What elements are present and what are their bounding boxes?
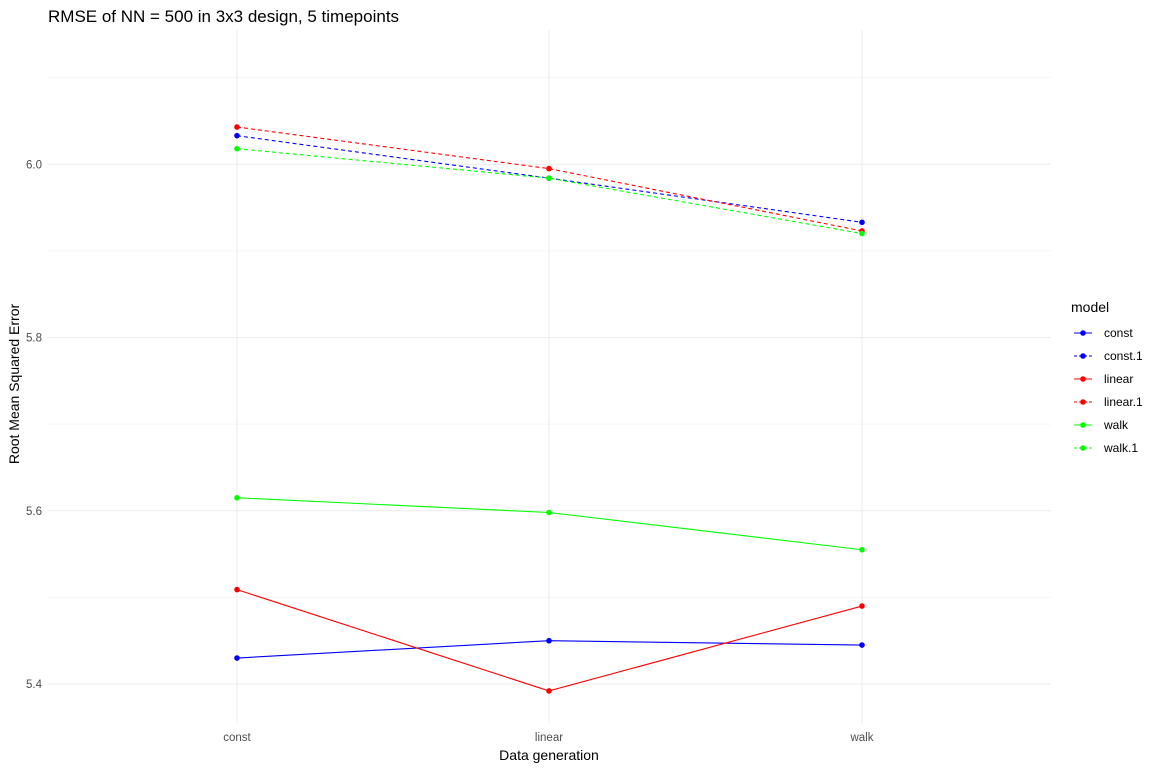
data-point <box>234 145 240 152</box>
series-walk-1 <box>234 145 865 237</box>
legend-label: walk <box>1103 418 1129 432</box>
legend-label: const <box>1104 326 1133 340</box>
data-point <box>234 494 240 501</box>
data-point <box>859 642 865 648</box>
series-linear <box>234 586 865 694</box>
legend-label: linear <box>1104 372 1133 386</box>
data-point <box>546 688 552 694</box>
series-line-linear-1 <box>236 126 863 232</box>
chart-title: RMSE of NN = 500 in 3x3 design, 5 timepo… <box>48 7 399 26</box>
legend: model const const.1 linear linear.1 walk walk… <box>1071 299 1143 455</box>
x-tick-label: linear <box>535 732 563 744</box>
legend-item-walk-1: walk.1 <box>1074 441 1138 455</box>
legend-label: linear.1 <box>1104 395 1143 409</box>
legend-label: const.1 <box>1104 349 1143 363</box>
axes: 5.4 5.6 5.8 6.0 const linear walk <box>26 159 874 744</box>
legend-item-linear: linear <box>1074 372 1133 386</box>
grid <box>48 30 1051 723</box>
legend-item-const-1: const.1 <box>1074 349 1143 363</box>
data-point <box>234 132 240 139</box>
y-axis-title: Root Mean Squared Error <box>6 304 22 465</box>
legend-key-point <box>1080 376 1086 382</box>
series-line-walk-1 <box>236 148 863 235</box>
legend-item-linear-1: linear.1 <box>1074 395 1143 409</box>
legend-item-walk: walk <box>1074 418 1129 432</box>
data-point <box>234 655 240 661</box>
x-axis-title: Data generation <box>499 747 599 763</box>
legend-item-const: const <box>1074 326 1133 340</box>
data-point <box>546 637 552 644</box>
legend-key-point <box>1080 445 1086 451</box>
data-point <box>546 165 552 172</box>
legend-key-point <box>1080 330 1086 336</box>
series-line-const-1 <box>236 135 863 223</box>
legend-label: walk.1 <box>1103 441 1138 455</box>
y-tick-label: 5.4 <box>26 679 43 691</box>
legend-title: model <box>1071 299 1109 315</box>
y-tick-label: 5.8 <box>26 333 42 345</box>
data-point <box>859 603 865 609</box>
data-point <box>546 175 552 181</box>
x-tick-label: const <box>223 732 251 744</box>
series-walk <box>234 494 865 553</box>
data-point <box>859 230 865 237</box>
series-const <box>234 637 865 661</box>
data-point <box>234 124 240 130</box>
legend-key-point <box>1080 399 1086 405</box>
legend-key-point <box>1080 422 1086 428</box>
series-lines <box>234 124 865 694</box>
legend-key-point <box>1080 353 1086 359</box>
data-point <box>859 219 865 226</box>
data-point <box>859 546 865 553</box>
data-point <box>234 586 240 593</box>
y-tick-label: 6.0 <box>26 159 42 171</box>
data-point <box>546 509 552 516</box>
x-tick-label: walk <box>849 732 873 744</box>
y-tick-label: 5.6 <box>26 506 42 518</box>
